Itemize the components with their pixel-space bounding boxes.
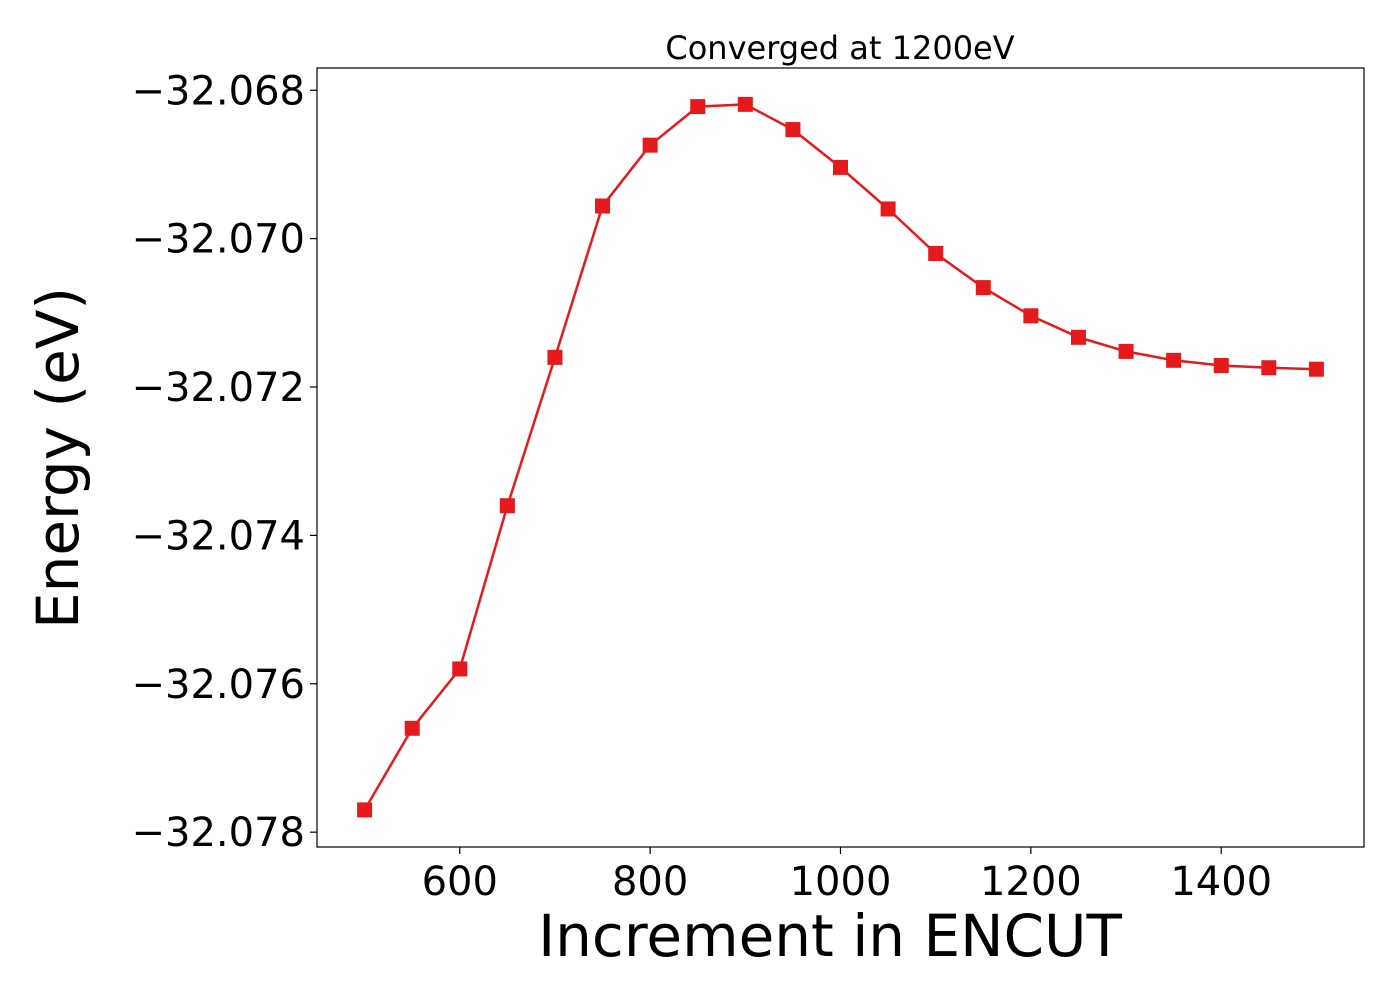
data-point-marker xyxy=(1023,308,1039,324)
data-point-marker xyxy=(833,159,848,175)
data-point-marker xyxy=(785,122,801,138)
data-point-marker xyxy=(928,245,944,261)
x-tick-label: 600 xyxy=(422,859,498,905)
y-tick-label: −32.074 xyxy=(132,513,305,559)
data-point-marker xyxy=(357,802,373,818)
x-tick-label: 1200 xyxy=(980,859,1082,905)
data-point-marker xyxy=(595,198,611,214)
y-axis: −32.068 −32.070 −32.072 −32.074 −32.076 −32.0… xyxy=(132,68,317,856)
series-line xyxy=(363,103,1317,811)
data-point-marker xyxy=(880,201,896,217)
data-point-marker xyxy=(1070,329,1086,345)
data-point-marker xyxy=(1261,360,1277,376)
data-point-marker xyxy=(737,96,753,112)
x-axis-label: Increment in ENCUT xyxy=(538,902,1122,970)
x-axis: 600 800 1000 1200 1400 xyxy=(422,847,1272,905)
x-tick-label: 1000 xyxy=(790,859,892,905)
y-tick-label: −32.068 xyxy=(132,68,305,114)
data-point-marker xyxy=(452,661,468,677)
plot-area xyxy=(357,96,1324,818)
y-tick-label: −32.078 xyxy=(132,810,305,856)
y-axis-label: Energy (eV) xyxy=(24,287,92,629)
data-point-marker xyxy=(642,137,658,153)
data-point-marker xyxy=(1213,358,1229,374)
data-point-marker xyxy=(690,99,706,115)
y-tick-label: −32.070 xyxy=(132,217,305,263)
x-tick-label: 1400 xyxy=(1170,859,1272,905)
plot-frame xyxy=(316,67,1365,848)
data-point-marker xyxy=(499,498,515,514)
y-tick-label: −32.076 xyxy=(132,662,305,708)
data-point-marker xyxy=(975,280,991,296)
data-point-marker xyxy=(404,720,420,736)
chart-title: Converged at 1200eV xyxy=(665,29,1014,67)
x-tick-label: 800 xyxy=(612,859,688,905)
data-point-marker xyxy=(1308,361,1324,377)
data-point-marker xyxy=(1166,352,1182,368)
data-point-marker xyxy=(1118,343,1134,359)
y-tick-label: −32.072 xyxy=(132,365,305,411)
data-point-marker xyxy=(547,349,563,365)
